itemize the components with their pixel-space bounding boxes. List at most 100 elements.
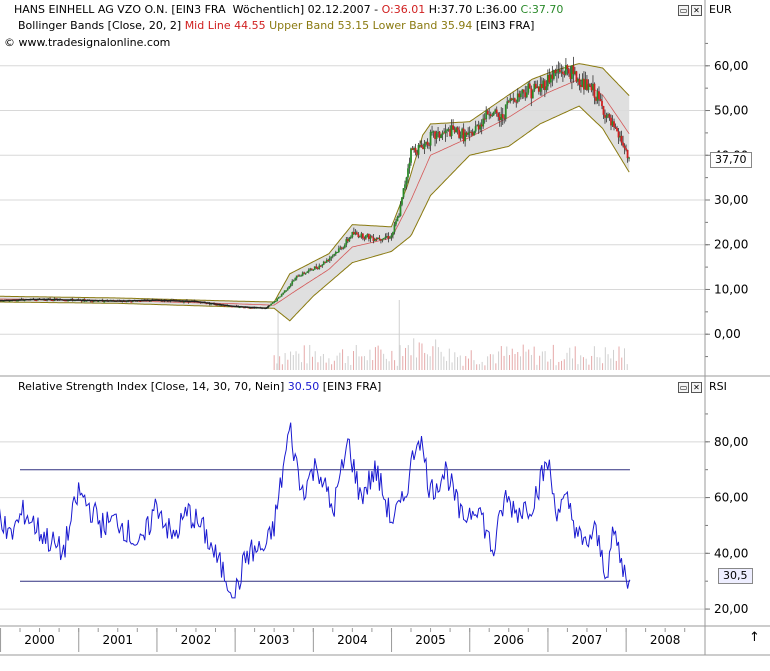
candle-body [312, 269, 315, 271]
candle-body [399, 204, 402, 216]
minimize-price-pane-button[interactable]: ▭ [678, 5, 689, 16]
candle-body [432, 131, 435, 133]
candle-body [462, 128, 465, 142]
candle-body [437, 131, 439, 134]
candle-body [360, 233, 363, 237]
candle-body [513, 98, 516, 102]
candle-body [363, 238, 366, 240]
candle-body [504, 104, 507, 119]
candle-body [534, 83, 537, 88]
bb-lower-label: Lower Band 35.94 [372, 19, 473, 32]
time-axis: 2000 2001 2002 2003 2004 2005 2006 2007 2008 [0, 628, 686, 652]
candle-body [249, 307, 251, 309]
candle-body [300, 275, 303, 277]
candle-body [130, 301, 133, 303]
candle-body [536, 86, 539, 88]
candle-body [44, 299, 47, 301]
scroll-arrow-icon[interactable]: ↑ [749, 630, 760, 645]
candle-body [586, 79, 588, 90]
candle-body [438, 131, 441, 138]
candle-body [507, 101, 510, 103]
candle-body [309, 268, 312, 270]
candle-body [592, 83, 594, 91]
candle-body [322, 261, 325, 265]
candle-body [616, 128, 618, 132]
candle-body [470, 131, 473, 133]
candle-body [364, 235, 367, 239]
close-rsi-pane-button[interactable]: ✕ [691, 382, 702, 393]
candle-body [301, 272, 304, 276]
candle-body [583, 78, 585, 90]
candle-body [273, 301, 276, 303]
candle-body [315, 266, 318, 268]
candle-body [623, 145, 626, 149]
candle-body [377, 237, 379, 240]
candle-body [65, 300, 68, 302]
candle-body [279, 296, 282, 298]
candle-body [402, 188, 405, 198]
close-line [0, 298, 270, 310]
candle-body [501, 114, 504, 118]
candle-body [619, 135, 621, 138]
candle-body [336, 252, 339, 254]
candle-body [584, 79, 587, 90]
candle-body [548, 74, 551, 83]
candle-body [495, 109, 498, 114]
candle-body [401, 197, 403, 205]
candle-body [231, 306, 233, 308]
candle-body [431, 131, 433, 133]
close-price-pane-button[interactable]: ✕ [691, 5, 702, 16]
candle-body [444, 130, 447, 134]
candle-body [330, 256, 333, 258]
candle-body [429, 131, 432, 146]
candle-body [461, 128, 464, 136]
candle-body [542, 80, 545, 89]
candle-body [375, 238, 378, 240]
candle-body [92, 300, 95, 302]
candle-body [423, 144, 426, 150]
candle-body [611, 121, 614, 126]
candle-body [491, 115, 494, 117]
candle-body [35, 300, 38, 302]
candle-body [488, 114, 491, 116]
year-label: 2002 [181, 633, 212, 647]
candle-body [286, 288, 289, 291]
bb-upper-label: Upper Band 53.15 [269, 19, 370, 32]
candle-body [408, 162, 411, 169]
candle-body [449, 129, 451, 137]
rsi-value: 30.50 [287, 380, 320, 393]
candle-body [50, 299, 53, 301]
candle-body [417, 145, 420, 155]
candle-body [522, 89, 525, 93]
candle-body [313, 266, 316, 270]
candle-body [572, 65, 575, 74]
candle-body [558, 69, 561, 73]
candle-body [525, 92, 528, 98]
copyright-icon: © [4, 36, 15, 49]
candle-body [328, 257, 331, 261]
candle-body [480, 124, 483, 127]
bb-prefix: Bollinger Bands [Close, 20, 2] [18, 19, 185, 32]
rsi-suffix: [EIN3 FRA] [319, 380, 382, 393]
candle-body [381, 238, 384, 241]
candle-body [566, 65, 569, 70]
candle-body [283, 290, 286, 293]
candle-body [393, 224, 396, 233]
candle-body [459, 135, 462, 138]
candle-body [387, 236, 390, 239]
candle-body [355, 232, 358, 235]
candle-body [243, 307, 245, 309]
volume-bars [273, 300, 628, 370]
candle-body [361, 233, 364, 239]
candle-body [575, 71, 578, 82]
candle-body [310, 268, 313, 270]
candle-body [378, 237, 381, 240]
minimize-rsi-pane-button[interactable]: ▭ [678, 382, 689, 393]
candle-body [554, 70, 557, 74]
candle-body [354, 232, 357, 235]
candle-body [250, 307, 253, 309]
candle-body [560, 71, 563, 73]
price-legend: HANS EINHELL AG VZO O.N. [EIN3 FRA Wöche… [4, 3, 563, 17]
